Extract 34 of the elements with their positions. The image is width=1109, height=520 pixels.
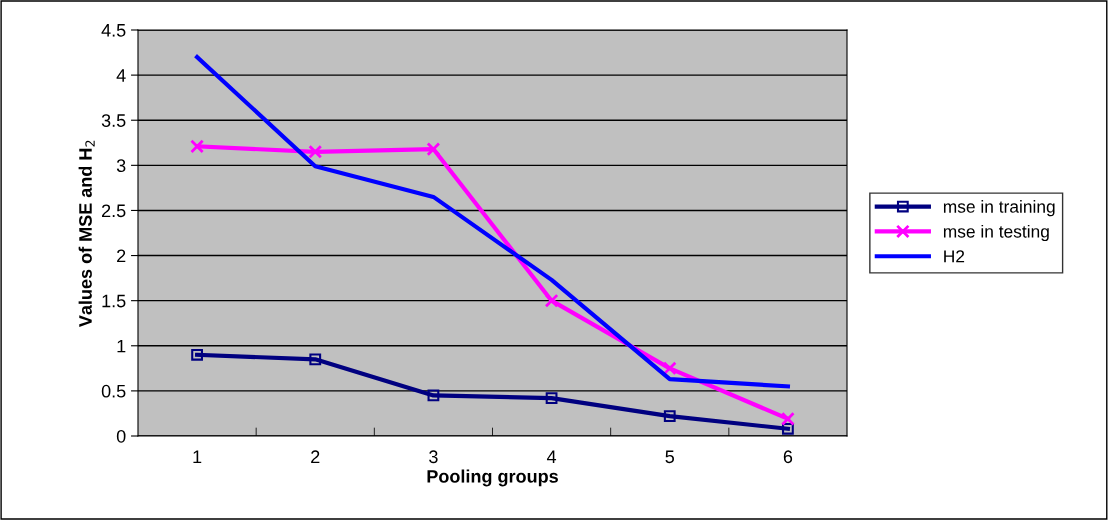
point: [190, 139, 205, 154]
legend-label: mse in training: [943, 200, 1055, 217]
y-tick-label: 0: [116, 429, 126, 443]
legend-label: H2: [944, 250, 965, 263]
line-series: [194, 54, 791, 389]
point: [309, 353, 322, 366]
x-tick-label: 6: [783, 450, 793, 464]
x-tick-label: 5: [665, 450, 675, 464]
point: [663, 410, 676, 423]
y-tick-label: 4.5: [101, 24, 126, 37]
point: [780, 411, 795, 426]
y-tick-label: 3.5: [101, 114, 126, 127]
y-tick-label: 2.5: [102, 204, 126, 218]
x-tick-label: 1: [193, 450, 202, 463]
point: [545, 392, 558, 405]
y-tick-label: 3: [116, 159, 126, 173]
point: [308, 144, 323, 159]
point: [544, 293, 559, 308]
y-tick-label: 2: [117, 249, 126, 263]
point: [662, 361, 677, 376]
point: [426, 142, 441, 157]
y-tick-label: 0.5: [101, 384, 126, 398]
x-axis-title: Pooling groups: [427, 469, 558, 487]
y-tick-label: 1.5: [102, 294, 126, 308]
x-tick-label: 4: [546, 450, 557, 463]
y-tick-label: 4: [116, 69, 126, 82]
point: [427, 389, 440, 402]
y-tick-label: 1: [117, 339, 126, 353]
y-axis-title: Values of MSE and H$_{2}$: [78, 140, 95, 328]
point: [782, 422, 794, 435]
point: [191, 348, 203, 361]
legend-label: mse in testing: [943, 224, 1049, 242]
x-tick-label: 3: [429, 450, 438, 464]
x-tick-label: 2: [311, 450, 320, 463]
